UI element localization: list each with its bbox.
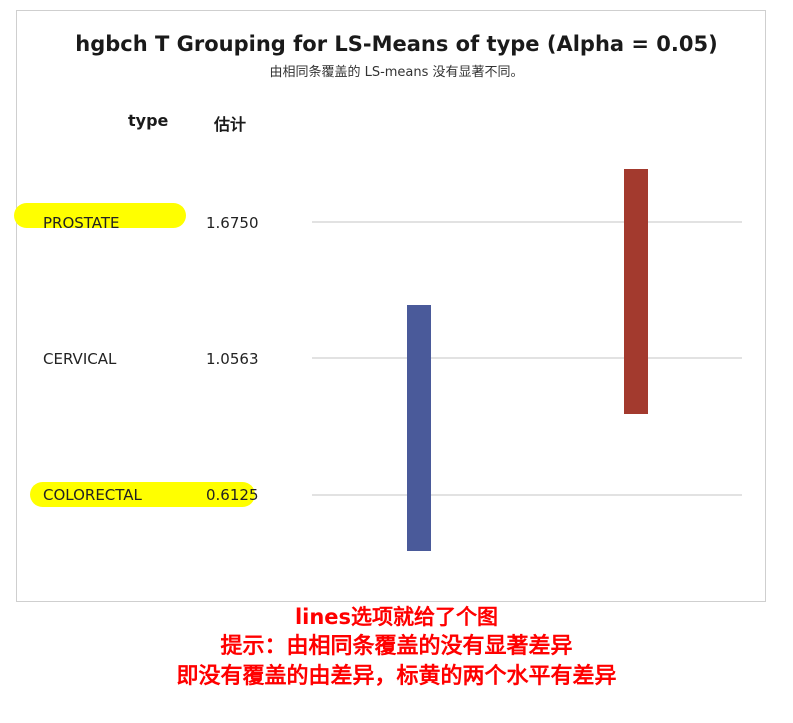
chart-subtitle: 由相同条覆盖的 LS-means 没有显著不同。 xyxy=(269,65,524,80)
row-label-colorectal: COLORECTAL xyxy=(43,486,142,504)
column-header-estimate: 估计 xyxy=(214,115,247,134)
row-estimate-cervical: 1.0563 xyxy=(206,350,259,368)
chart-title: hgbch T Grouping for LS-Means of type (A… xyxy=(75,32,718,56)
annotation-line-1: lines选项就给了个图 xyxy=(294,605,499,629)
column-header-type: type xyxy=(128,111,169,130)
row-label-prostate: PROSTATE xyxy=(43,214,120,232)
row-estimate-colorectal: 0.6125 xyxy=(206,486,259,504)
row-label-cervical: CERVICAL xyxy=(43,350,117,368)
annotation-line-3: 即没有覆盖的由差异，标黄的两个水平有差异 xyxy=(176,664,617,689)
annotation-line-2: 提示：由相同条覆盖的没有显著差异 xyxy=(220,634,573,659)
row-estimate-prostate: 1.6750 xyxy=(206,214,259,232)
group-bar-1 xyxy=(407,305,431,551)
group-bar-2 xyxy=(624,169,648,414)
annotation: lines选项就给了个图 提示：由相同条覆盖的没有显著差异 即没有覆盖的由差异，… xyxy=(0,602,793,692)
highlight-colorectal xyxy=(30,482,255,507)
highlight-prostate xyxy=(14,203,186,228)
